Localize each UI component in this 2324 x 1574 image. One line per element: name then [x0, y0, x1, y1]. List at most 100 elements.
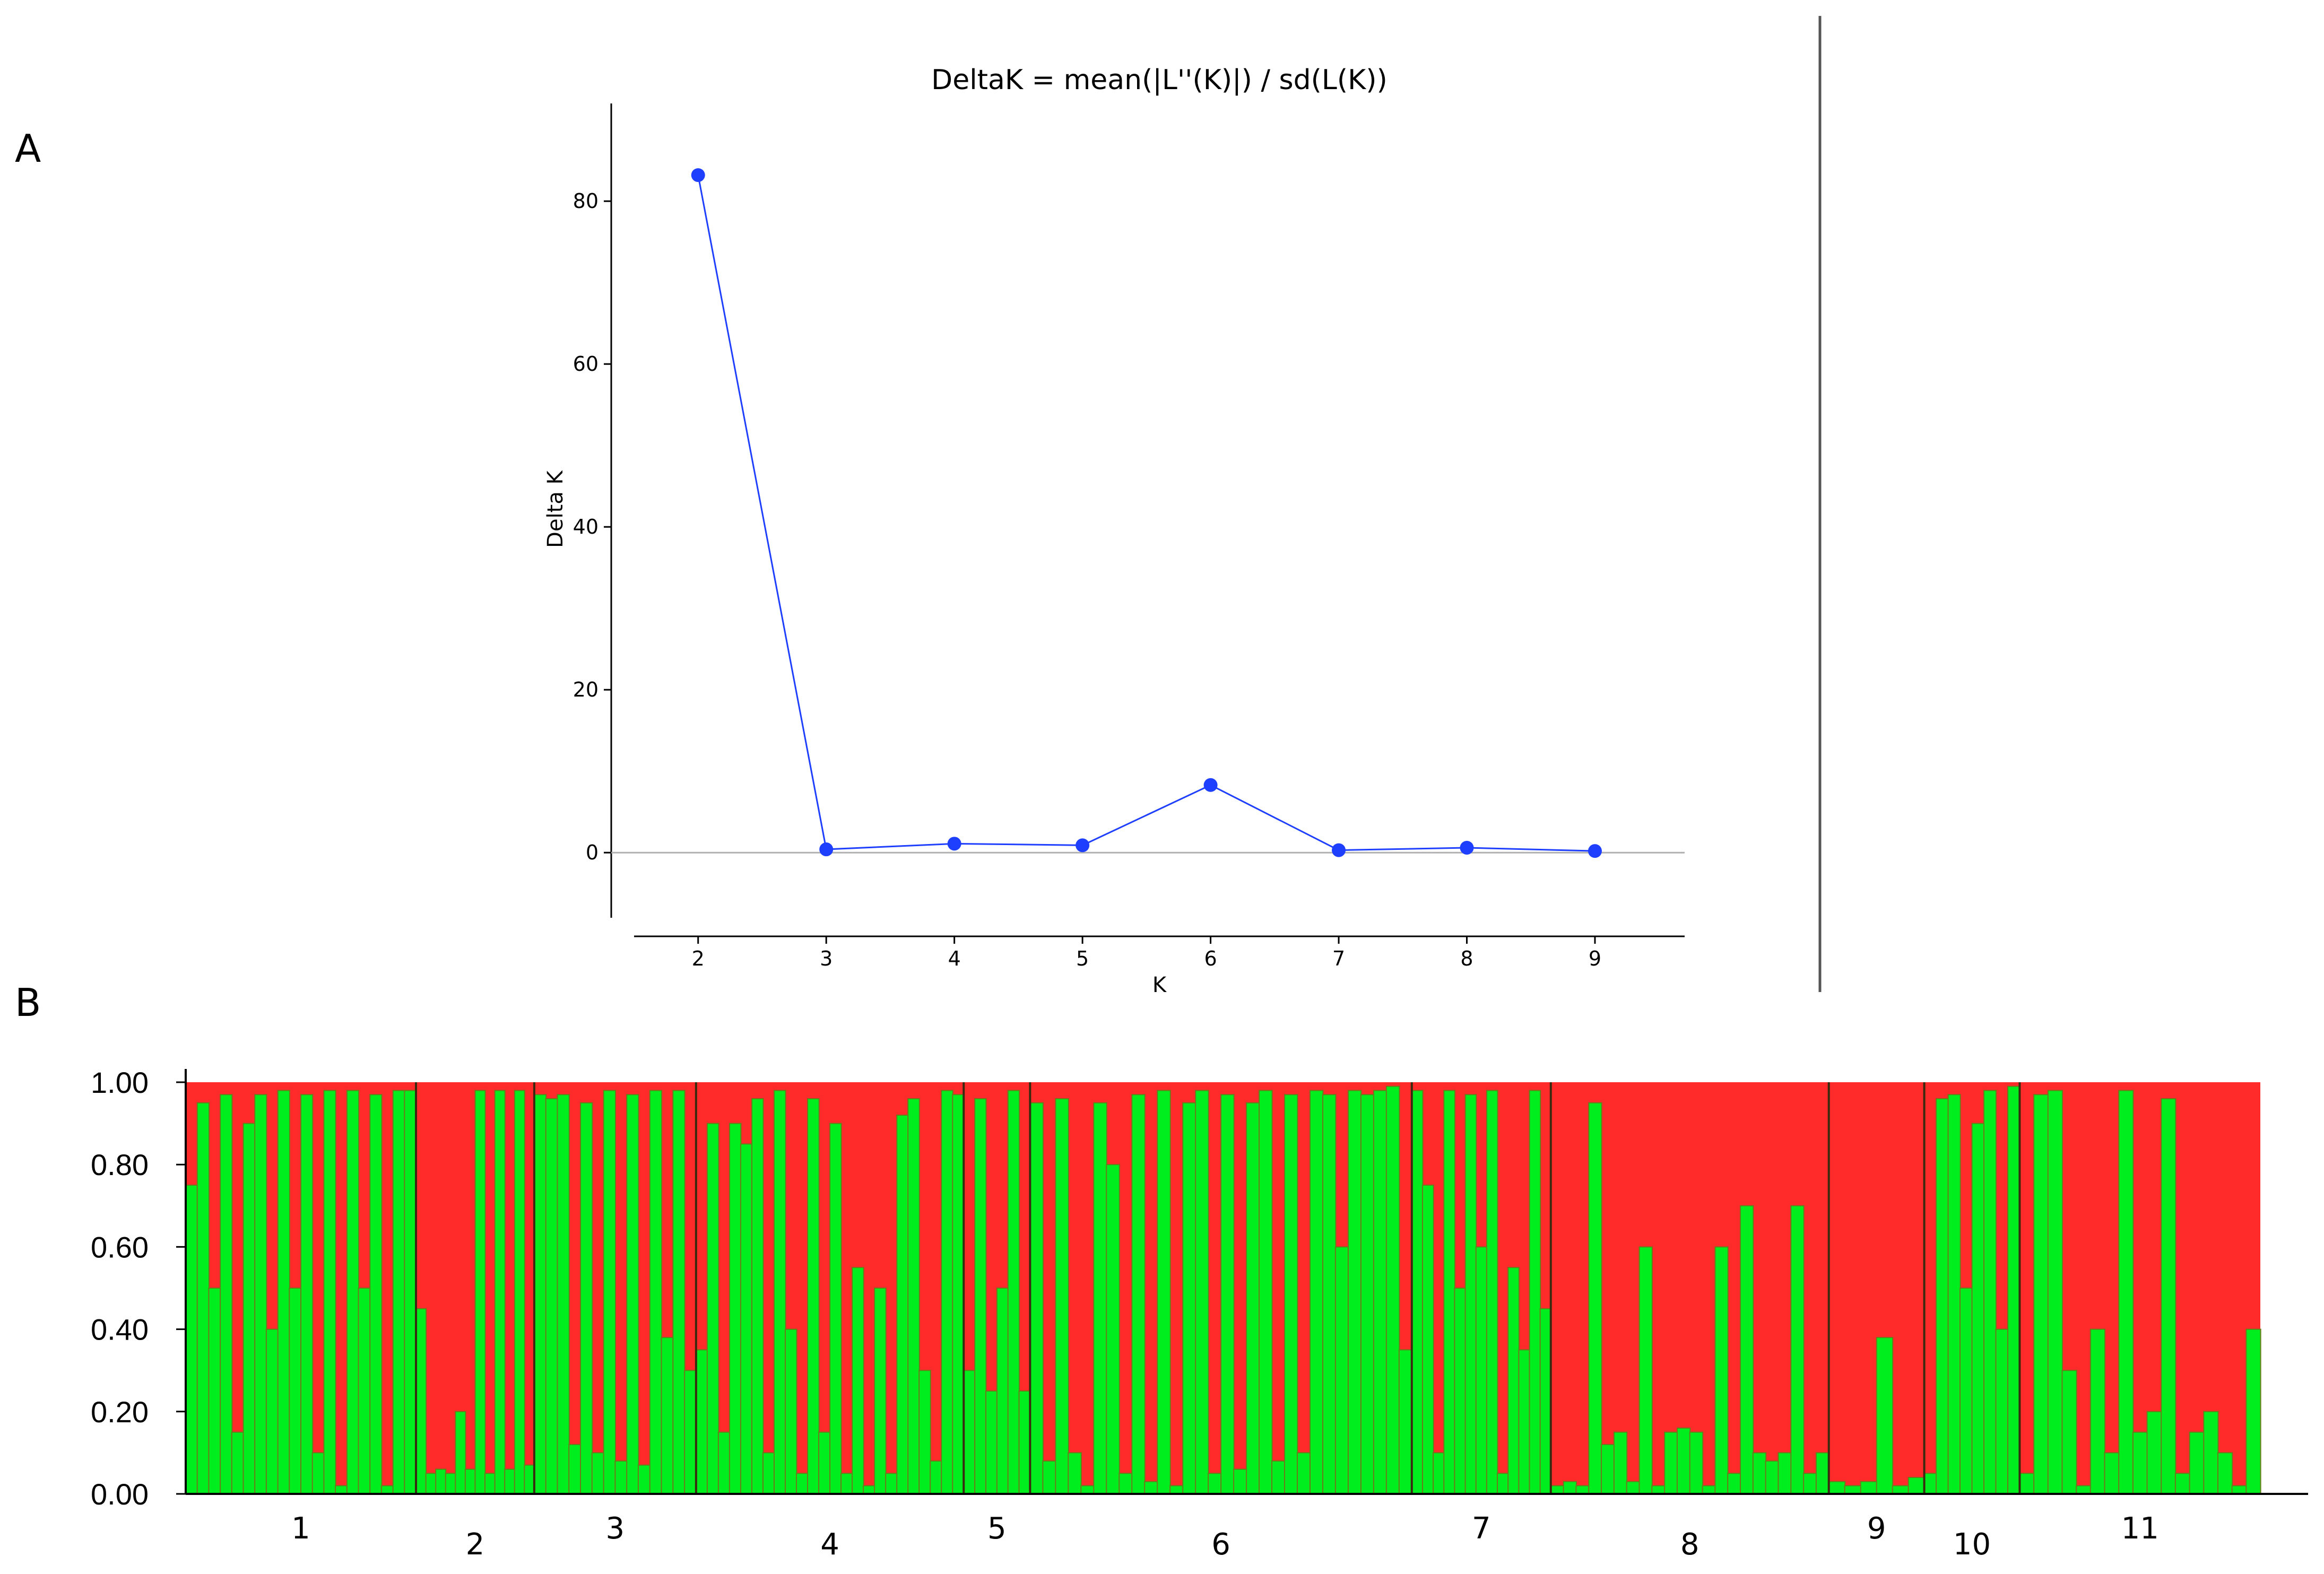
admixture-bar — [1689, 1431, 1704, 1495]
deltak-xtick-label: 2 — [692, 947, 705, 970]
admixture-bar — [1923, 1473, 1937, 1494]
admixture-bar — [2174, 1473, 2191, 1494]
admixture-bar — [807, 1098, 820, 1495]
admixture-bar — [455, 1411, 466, 1495]
admixture-bar — [231, 1431, 245, 1495]
group-label-11: 11 — [2121, 1511, 2159, 1546]
admixture-bar — [829, 1123, 842, 1495]
deltak-title: DeltaK = mean(|L''(K)|) / sd(L(K)) — [931, 64, 1388, 96]
admixture-bar — [2231, 1485, 2247, 1494]
admixture-bar — [2019, 1473, 2035, 1494]
admixture-bar — [1042, 1460, 1056, 1494]
admixture-bar — [2245, 1328, 2261, 1495]
admixture-bar — [1246, 1102, 1260, 1495]
deltak-point-k5 — [1076, 838, 1090, 853]
admixture-bar — [1752, 1452, 1767, 1494]
deltak-xlabel: K — [1152, 973, 1167, 997]
admixture-bar — [504, 1468, 516, 1494]
admixture-bar — [2033, 1094, 2049, 1494]
admixture-bar — [974, 1098, 987, 1495]
admixture-bar — [930, 1460, 942, 1494]
group-label-2: 2 — [466, 1527, 485, 1562]
admixture-bar — [1803, 1473, 1817, 1494]
admixture-bar — [1563, 1481, 1577, 1494]
group-label-3: 3 — [606, 1511, 625, 1546]
deltak-point-k4 — [947, 837, 961, 851]
admixture-bar — [1790, 1205, 1805, 1495]
admixture-bar — [1892, 1485, 1910, 1494]
admixture-bar — [2146, 1411, 2162, 1495]
deltak-ytick-label: 40 — [573, 515, 599, 538]
admixture-bar — [208, 1288, 221, 1494]
admixture-bar — [1296, 1452, 1311, 1494]
group-label-9: 9 — [1867, 1511, 1886, 1546]
admixture-bar — [1983, 1090, 1997, 1494]
admixture-bar — [649, 1090, 663, 1494]
admixture-bar — [524, 1464, 535, 1494]
admixture-bar — [265, 1328, 279, 1495]
admixture-bar — [1443, 1090, 1456, 1494]
admixture-bar — [185, 1185, 198, 1494]
admixture-bar — [415, 1308, 427, 1495]
admixture-bar — [1727, 1473, 1741, 1494]
barplot-ytick-label: 0.00 — [91, 1477, 149, 1511]
admixture-bar — [1518, 1349, 1531, 1494]
deltak-y-ticks: 0 20 40 60 80 — [573, 189, 611, 864]
cluster1-bars — [185, 1085, 2261, 1495]
deltak-ytick-label: 0 — [586, 841, 599, 864]
deltak-xtick-label: 3 — [820, 947, 833, 970]
admixture-bar — [1271, 1460, 1286, 1494]
admixture-bar — [762, 1452, 775, 1494]
deltak-xtick-label: 9 — [1589, 947, 1601, 970]
admixture-bar — [1936, 1098, 1949, 1495]
admixture-bar — [346, 1090, 360, 1494]
admixture-bar — [1157, 1090, 1171, 1494]
barplot-ytick-label: 0.60 — [91, 1230, 149, 1264]
admixture-bar — [380, 1485, 394, 1494]
deltak-xtick-label: 8 — [1460, 947, 1473, 970]
deltak-point-k7 — [1332, 843, 1346, 857]
admixture-bar — [254, 1094, 267, 1494]
admixture-bar — [1844, 1485, 1862, 1494]
admixture-bar — [1373, 1090, 1388, 1494]
admixture-bar — [1334, 1246, 1349, 1494]
admixture-bar — [392, 1090, 405, 1494]
admixture-bar — [1497, 1473, 1509, 1494]
admixture-bar — [773, 1090, 786, 1494]
admixture-bar — [952, 1094, 965, 1494]
admixture-bar — [1486, 1090, 1498, 1494]
admixture-bar — [580, 1102, 593, 1495]
deltak-ytick-label: 20 — [573, 678, 599, 701]
admixture-bar — [1018, 1390, 1031, 1494]
deltak-ytick-label: 60 — [573, 352, 599, 376]
admixture-bar — [1777, 1452, 1792, 1494]
admixture-bar — [1144, 1481, 1158, 1494]
admixture-bar — [474, 1090, 486, 1494]
admixture-bar — [751, 1098, 764, 1495]
admixture-bar — [1601, 1443, 1615, 1494]
admixture-bar — [300, 1094, 314, 1494]
admixture-bar — [796, 1473, 809, 1494]
admixture-bar — [614, 1460, 628, 1494]
deltak-point-k6 — [1203, 778, 1218, 792]
admixture-bar — [1876, 1337, 1894, 1495]
deltak-chart: DeltaK = mean(|L''(K)|) / sd(L(K)) 0 20 40… — [543, 64, 1685, 997]
admixture-bar — [1702, 1485, 1716, 1494]
admixture-bar — [435, 1468, 447, 1494]
admixture-bar — [918, 1370, 931, 1494]
group-label-8: 8 — [1680, 1527, 1699, 1562]
admixture-bar — [1947, 1094, 1961, 1494]
admixture-bar — [1080, 1485, 1095, 1494]
barplot-ytick-label: 0.80 — [91, 1148, 149, 1181]
admixture-bar — [1360, 1094, 1375, 1494]
group-labels: 1 2 3 4 5 6 7 8 9 10 11 — [291, 1511, 2159, 1562]
admixture-bar — [1385, 1085, 1400, 1494]
admixture-bar — [1220, 1094, 1235, 1494]
admixture-bar — [2104, 1452, 2120, 1494]
deltak-x-ticks: 2 3 4 5 6 7 8 9 — [692, 936, 1601, 970]
admixture-bar — [1539, 1308, 1552, 1495]
admixture-bar — [311, 1452, 325, 1494]
admixture-bar — [568, 1443, 582, 1494]
deltak-ytick-label: 80 — [573, 189, 599, 213]
